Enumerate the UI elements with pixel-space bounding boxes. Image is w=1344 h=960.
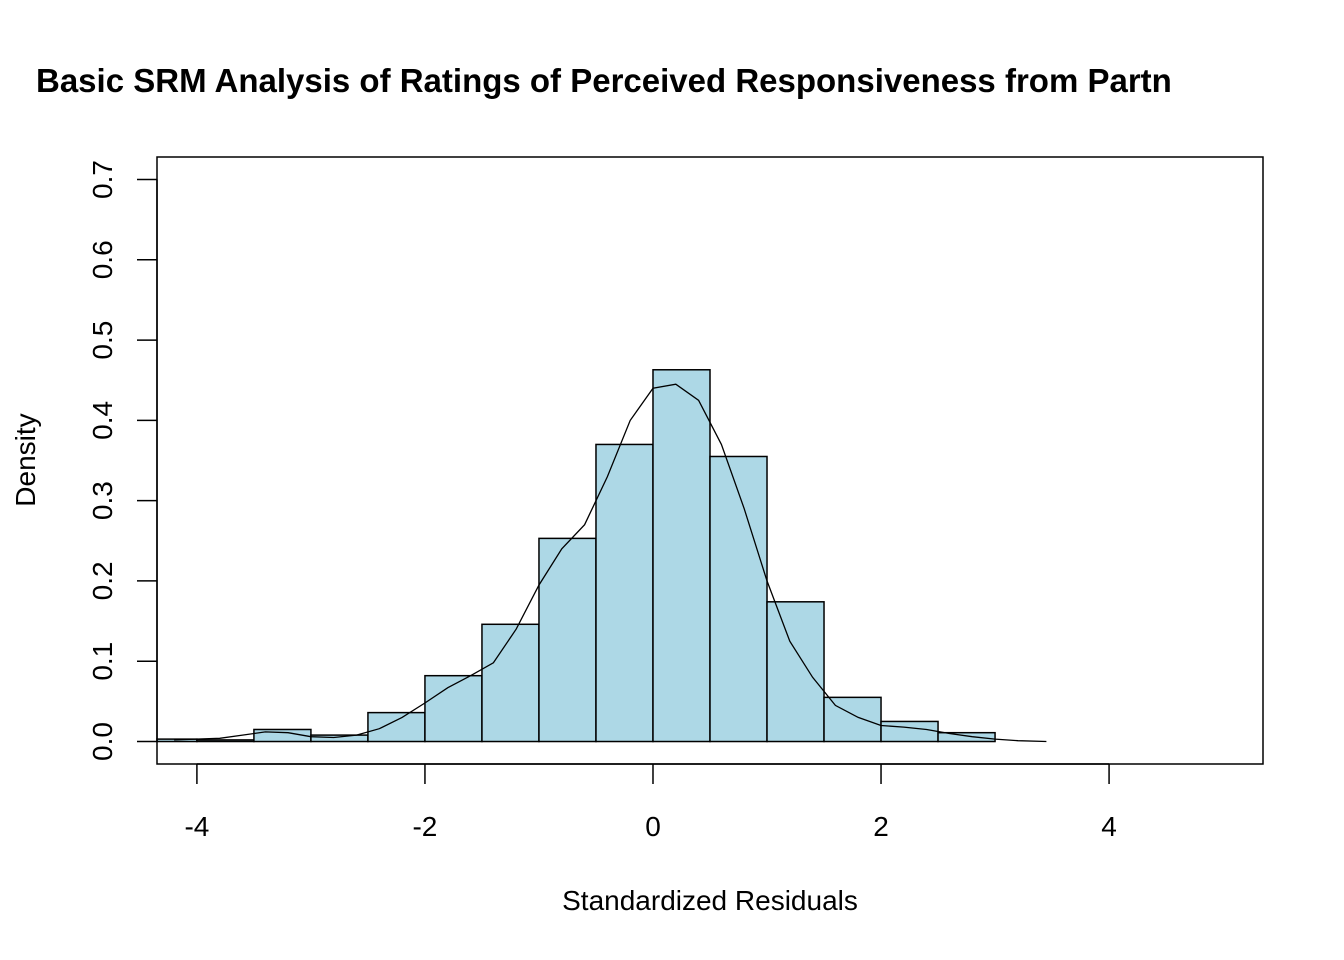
- histogram-bar-4: [367, 711, 426, 743]
- histogram-bar-13: [880, 720, 939, 743]
- y-tick-label: 0.3: [87, 481, 118, 520]
- x-tick-label: 0: [645, 811, 661, 842]
- x-tick-label: 4: [1101, 811, 1117, 842]
- histogram-bar-8: [595, 443, 654, 743]
- histogram-bar-11: [766, 601, 825, 743]
- y-tick-label: 0.0: [87, 722, 118, 761]
- histogram-bar-1: [196, 739, 255, 743]
- histogram-bar-5: [424, 674, 483, 743]
- y-axis: 0.0 0.1 0.2 0.3 0.4 0.5 0.6 0.7: [87, 160, 158, 761]
- y-tick-label: 0.6: [87, 240, 118, 279]
- histogram-bar-10: [709, 455, 768, 743]
- histogram-bar-3: [310, 734, 369, 743]
- y-tick-label: 0.1: [87, 642, 118, 681]
- x-axis: -4 -2 0 2 4: [184, 763, 1117, 842]
- y-tick-label: 0.7: [87, 160, 118, 199]
- chart-title: Basic SRM Analysis of Ratings of Perceiv…: [36, 62, 1172, 99]
- histogram-bar-9: [652, 369, 711, 743]
- histogram-bar-6: [481, 623, 540, 743]
- y-tick-label: 0.2: [87, 561, 118, 600]
- x-axis-label: Standardized Residuals: [562, 885, 858, 916]
- density-curve: [174, 383, 1047, 743]
- histogram-bars: [156, 369, 996, 743]
- y-tick-label: 0.5: [87, 321, 118, 360]
- x-tick-label: -2: [412, 811, 437, 842]
- histogram-bar-12: [823, 696, 882, 743]
- y-axis-label: Density: [10, 413, 41, 506]
- x-tick-label: 2: [873, 811, 889, 842]
- histogram-bar-14: [937, 731, 996, 743]
- histogram-bar-7: [538, 537, 597, 743]
- y-tick-label: 0.4: [87, 401, 118, 440]
- x-tick-label: -4: [184, 811, 209, 842]
